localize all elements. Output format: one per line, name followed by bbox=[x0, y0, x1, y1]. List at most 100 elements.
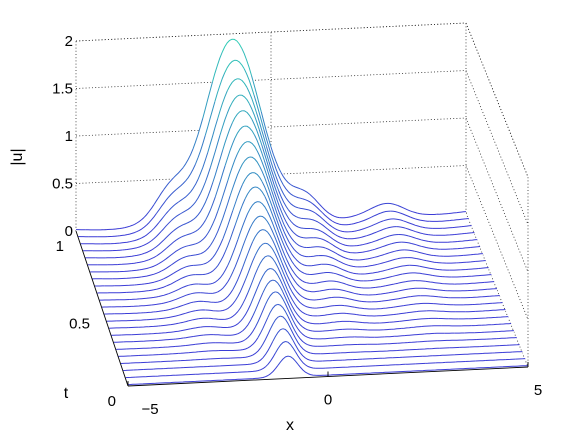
series-line-segment bbox=[329, 213, 340, 219]
series-line-segment bbox=[346, 313, 357, 316]
series-line-segment bbox=[463, 254, 474, 256]
series-line-segment bbox=[472, 303, 483, 305]
series-line-segment bbox=[353, 279, 364, 282]
series-line-segment bbox=[227, 311, 239, 320]
series-line-segment bbox=[293, 264, 305, 274]
series-line-segment bbox=[134, 283, 145, 286]
series-line-segment bbox=[276, 235, 288, 261]
z-tick-label: 1.5 bbox=[52, 81, 73, 98]
series-line-segment bbox=[315, 212, 326, 222]
series-line-segment bbox=[392, 273, 403, 277]
series-line-segment bbox=[143, 340, 154, 342]
series-line-segment bbox=[265, 352, 276, 368]
series-line-segment bbox=[133, 312, 144, 314]
series-line-segment bbox=[185, 230, 196, 236]
series-line-segment bbox=[299, 317, 311, 324]
series-line-segment bbox=[365, 256, 376, 260]
series-line-segment bbox=[467, 289, 478, 292]
series-line-segment bbox=[427, 288, 438, 291]
series-line-segment bbox=[304, 335, 316, 340]
series-line-segment bbox=[296, 307, 308, 316]
series-line-segment bbox=[452, 353, 463, 356]
series-line-segment bbox=[307, 314, 318, 317]
series-line-segment bbox=[170, 330, 181, 333]
series-line-segment bbox=[297, 363, 309, 375]
series-line-segment bbox=[298, 217, 309, 220]
series-line-segment bbox=[139, 232, 150, 240]
series-line-segment bbox=[402, 272, 413, 275]
series-line-segment bbox=[380, 268, 391, 272]
curve-mask bbox=[116, 291, 514, 352]
series-line-segment bbox=[155, 199, 167, 214]
series-line-segment bbox=[180, 255, 191, 260]
series-line-segment bbox=[112, 249, 123, 252]
series-line-segment bbox=[467, 239, 478, 242]
series-line-segment bbox=[395, 281, 406, 285]
series-line-segment bbox=[407, 341, 418, 344]
series-line-segment bbox=[398, 288, 409, 292]
series-line-segment bbox=[275, 341, 286, 354]
series-line-segment bbox=[309, 290, 320, 293]
series-line-segment bbox=[341, 297, 352, 300]
series-line-segment bbox=[148, 222, 160, 234]
series-line-segment bbox=[183, 219, 194, 226]
series-line-segment bbox=[382, 357, 393, 359]
series-line-segment bbox=[354, 228, 365, 232]
series-line-segment bbox=[203, 256, 214, 265]
series-line-segment bbox=[412, 272, 423, 275]
series-line-segment bbox=[328, 256, 339, 262]
series-line-segment bbox=[153, 368, 164, 370]
series-line-segment bbox=[307, 373, 319, 376]
series-line-segment bbox=[412, 223, 423, 228]
series-line-segment bbox=[330, 352, 341, 354]
series-line-segment bbox=[339, 216, 350, 219]
series-line-segment bbox=[195, 219, 206, 232]
series-line-segment bbox=[509, 344, 520, 346]
series-line-segment bbox=[380, 210, 391, 214]
series-line-segment bbox=[156, 317, 167, 320]
series-line-segment bbox=[352, 251, 363, 254]
series-line-segment bbox=[352, 358, 363, 361]
series-line-segment bbox=[363, 279, 374, 282]
series-line-segment bbox=[397, 370, 409, 373]
series-line-segment bbox=[482, 352, 493, 354]
series-line-segment bbox=[205, 268, 216, 275]
series-line-segment bbox=[251, 75, 262, 113]
series-line-segment bbox=[185, 163, 196, 182]
series-line-segment bbox=[310, 352, 321, 355]
series-line-segment bbox=[217, 264, 229, 281]
series-line-segment bbox=[290, 184, 301, 190]
series-line-segment bbox=[496, 337, 507, 340]
series-line-segment bbox=[492, 352, 503, 354]
series-line-segment bbox=[247, 268, 259, 294]
series-line-segment bbox=[399, 264, 410, 267]
series-line-segment bbox=[479, 345, 490, 348]
series-line-segment bbox=[381, 299, 392, 302]
series-line-segment bbox=[208, 317, 219, 320]
series-line-segment bbox=[304, 305, 315, 309]
series-line-segment bbox=[285, 197, 296, 208]
series-line-segment bbox=[187, 380, 199, 383]
series-line-segment bbox=[168, 352, 179, 355]
series-line-segment bbox=[127, 383, 139, 386]
series-line-segment bbox=[460, 247, 471, 249]
series-line-segment bbox=[468, 268, 479, 270]
series-line-segment bbox=[433, 303, 444, 305]
series-line-segment bbox=[205, 196, 216, 221]
series-line-segment bbox=[219, 195, 231, 226]
series-line-segment bbox=[415, 280, 426, 282]
series-line-segment bbox=[375, 285, 386, 288]
series-line-segment bbox=[484, 281, 495, 283]
series-line-segment bbox=[285, 341, 296, 353]
series-line-segment bbox=[291, 253, 302, 265]
series-line-segment bbox=[489, 295, 500, 297]
series-line-segment bbox=[282, 291, 294, 314]
series-line-segment bbox=[269, 225, 281, 250]
series-line-segment bbox=[139, 297, 150, 300]
series-line-segment bbox=[212, 150, 224, 183]
series-line-segment bbox=[114, 227, 125, 230]
series-line-segment bbox=[337, 373, 349, 376]
series-line-segment bbox=[195, 135, 206, 165]
series-line-segment bbox=[200, 292, 211, 294]
